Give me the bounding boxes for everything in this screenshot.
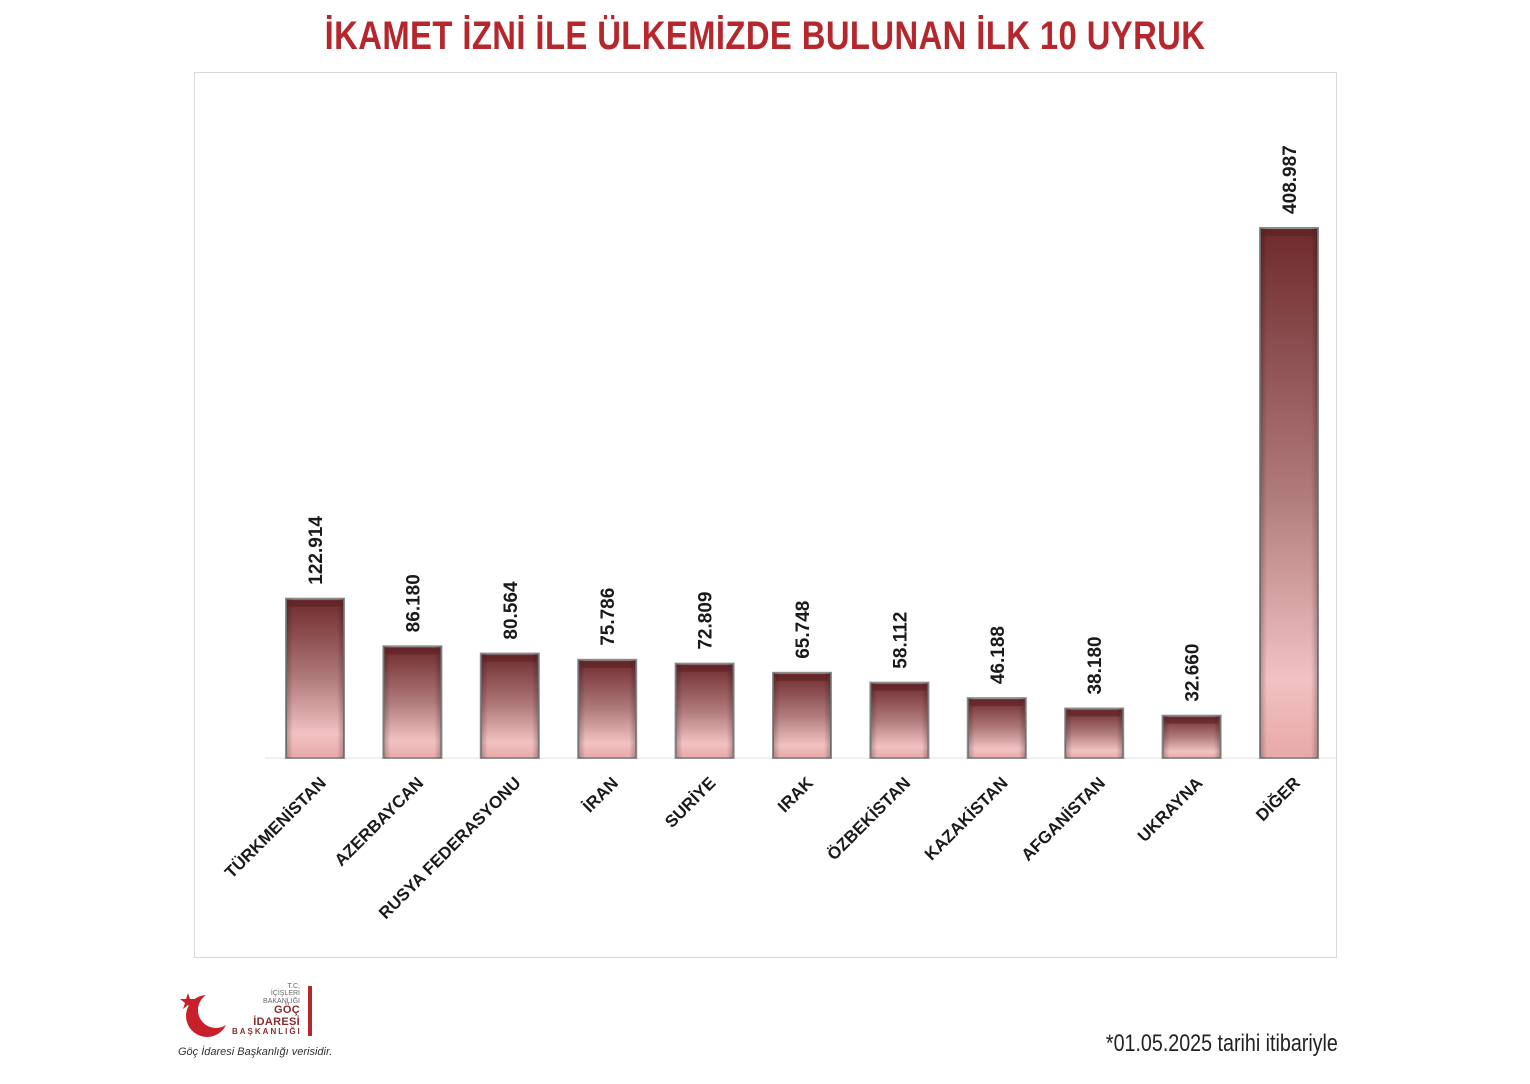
logo-line-directorate: GÖÇ İDARESİ bbox=[253, 1004, 300, 1028]
bar-cap bbox=[970, 700, 1023, 707]
bar-cap bbox=[776, 674, 828, 681]
bar-cap bbox=[581, 661, 634, 668]
category-label: IRAK bbox=[774, 773, 817, 816]
bar-value-label: 80.564 bbox=[501, 581, 522, 640]
bar-shading bbox=[675, 663, 734, 758]
bar-group: 408.987 DİĞER bbox=[1252, 145, 1319, 825]
bar-shading bbox=[480, 653, 539, 758]
category-label: SURİYE bbox=[661, 773, 719, 831]
date-footnote: *01.05.2025 tarihi itibariyle bbox=[1106, 1030, 1338, 1057]
bar-shading bbox=[773, 672, 831, 758]
bar-chart: 122.914 TÜRKMENİSTAN 86.180 AZERBAYCAN 80.56… bbox=[221, 145, 1338, 923]
bar-shading bbox=[1260, 227, 1318, 758]
crescent-icon bbox=[186, 995, 226, 1037]
bar-shading bbox=[967, 698, 1026, 758]
bar-group: 58.112 ÖZBEKİSTAN bbox=[824, 612, 930, 864]
bar-cap bbox=[386, 648, 439, 655]
logo-line-ministry: İÇİŞLERİ BAKANLIĞI bbox=[263, 990, 300, 1005]
category-label: AFGANİSTAN bbox=[1018, 773, 1109, 864]
bar-group: 38.180 AFGANİSTAN bbox=[1018, 636, 1125, 865]
bar-shading bbox=[286, 598, 344, 758]
bar-cap bbox=[483, 655, 536, 662]
bar-group: 46.188 KAZAKİSTAN bbox=[921, 626, 1027, 864]
bar-shading bbox=[1065, 708, 1124, 758]
category-label: AZERBAYCAN bbox=[331, 773, 427, 869]
category-label: ÖZBEKİSTAN bbox=[824, 773, 915, 864]
goc-idaresi-logo bbox=[176, 985, 336, 1041]
bar-value-label: 38.180 bbox=[1085, 636, 1106, 694]
bar-value-label: 65.748 bbox=[793, 601, 814, 659]
bar-group: 122.914 TÜRKMENİSTAN bbox=[221, 516, 345, 882]
bar-value-label: 58.112 bbox=[890, 612, 911, 669]
bar-cap bbox=[873, 684, 926, 691]
bar-group: 72.809 SURİYE bbox=[661, 592, 735, 832]
category-label: KAZAKİSTAN bbox=[921, 773, 1012, 864]
bar-value-label: 72.809 bbox=[696, 592, 717, 650]
bar-group: 75.786 İRAN bbox=[577, 588, 638, 816]
star-icon bbox=[180, 993, 196, 1009]
bar-value-label: 86.180 bbox=[403, 574, 424, 632]
bar-group: 65.748 IRAK bbox=[772, 601, 832, 816]
bar-value-label: 122.914 bbox=[306, 516, 327, 585]
category-label: UKRAYNA bbox=[1134, 773, 1206, 845]
bar-group: 32.660 UKRAYNA bbox=[1134, 644, 1222, 846]
bar-value-label: 75.786 bbox=[598, 588, 619, 646]
bar-cap bbox=[1068, 710, 1121, 717]
logo-text: T.C. İÇİŞLERİ BAKANLIĞI GÖÇ İDARESİ BAŞK… bbox=[232, 983, 300, 1037]
bar-cap bbox=[1263, 229, 1315, 236]
bar-value-label: 46.188 bbox=[988, 626, 1009, 684]
bar-value-label: 408.987 bbox=[1280, 145, 1301, 214]
bar-value-label: 32.660 bbox=[1183, 644, 1204, 702]
chart-area: 122.914 TÜRKMENİSTAN 86.180 AZERBAYCAN 80.56… bbox=[194, 72, 1338, 958]
logo-line-tc: T.C. bbox=[287, 983, 300, 990]
bar-cap bbox=[678, 665, 731, 672]
bar-cap bbox=[1165, 717, 1218, 724]
category-label: TÜRKMENİSTAN bbox=[221, 773, 330, 882]
bar-shading bbox=[578, 659, 637, 758]
chart-title: İKAMET İZNİ İLE ÜLKEMİZDE BULUNAN İLK 10… bbox=[324, 14, 1206, 58]
bar-shading bbox=[383, 646, 442, 758]
bar-cap bbox=[289, 600, 341, 607]
category-label: İRAN bbox=[579, 773, 622, 816]
category-label: DİĞER bbox=[1252, 773, 1304, 825]
bar-group: 86.180 AZERBAYCAN bbox=[331, 574, 443, 870]
logo-line-presidency: BAŞKANLIĞI bbox=[232, 1027, 302, 1037]
logo-divider bbox=[308, 986, 312, 1036]
source-note: Göç İdaresi Başkanlığı verisidir. bbox=[178, 1046, 333, 1058]
bar-shading bbox=[870, 682, 929, 758]
